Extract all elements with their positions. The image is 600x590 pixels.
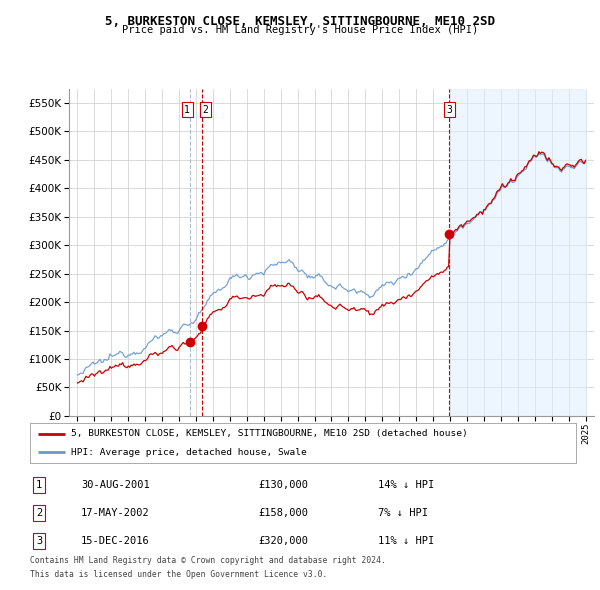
Text: Contains HM Land Registry data © Crown copyright and database right 2024.: Contains HM Land Registry data © Crown c… [30,556,386,565]
Text: 7% ↓ HPI: 7% ↓ HPI [378,508,428,518]
Text: 3: 3 [446,105,452,115]
Text: £158,000: £158,000 [258,508,308,518]
Text: HPI: Average price, detached house, Swale: HPI: Average price, detached house, Swal… [71,448,307,457]
Text: 1: 1 [184,105,190,115]
Text: 11% ↓ HPI: 11% ↓ HPI [378,536,434,546]
Text: 14% ↓ HPI: 14% ↓ HPI [378,480,434,490]
Text: 15-DEC-2016: 15-DEC-2016 [81,536,150,546]
Text: 2: 2 [36,508,42,518]
Text: 30-AUG-2001: 30-AUG-2001 [81,480,150,490]
Text: This data is licensed under the Open Government Licence v3.0.: This data is licensed under the Open Gov… [30,571,328,579]
Text: 1: 1 [36,480,42,490]
Text: 17-MAY-2002: 17-MAY-2002 [81,508,150,518]
Text: 3: 3 [36,536,42,546]
Text: 2: 2 [202,105,208,115]
Text: £130,000: £130,000 [258,480,308,490]
Text: Price paid vs. HM Land Registry's House Price Index (HPI): Price paid vs. HM Land Registry's House … [122,25,478,35]
Text: 5, BURKESTON CLOSE, KEMSLEY, SITTINGBOURNE, ME10 2SD: 5, BURKESTON CLOSE, KEMSLEY, SITTINGBOUR… [105,15,495,28]
Text: 5, BURKESTON CLOSE, KEMSLEY, SITTINGBOURNE, ME10 2SD (detached house): 5, BURKESTON CLOSE, KEMSLEY, SITTINGBOUR… [71,430,468,438]
Text: £320,000: £320,000 [258,536,308,546]
